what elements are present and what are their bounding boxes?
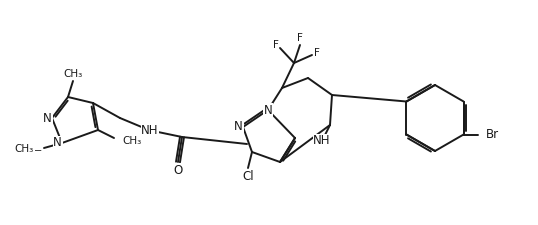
Text: O: O	[173, 164, 182, 176]
Text: F: F	[273, 40, 279, 50]
Text: NH: NH	[313, 135, 331, 148]
Text: Br: Br	[486, 128, 499, 141]
Text: N: N	[234, 121, 243, 133]
Text: Cl: Cl	[242, 169, 254, 182]
Text: N: N	[43, 112, 52, 124]
Text: NH: NH	[141, 124, 159, 137]
Text: CH₃: CH₃	[63, 69, 83, 79]
Text: F: F	[314, 48, 320, 58]
Text: CH₃: CH₃	[15, 144, 34, 154]
Text: CH₃: CH₃	[122, 136, 141, 146]
Text: N: N	[53, 137, 62, 149]
Text: N: N	[264, 104, 272, 117]
Text: —: —	[31, 145, 41, 155]
Text: F: F	[297, 33, 303, 43]
